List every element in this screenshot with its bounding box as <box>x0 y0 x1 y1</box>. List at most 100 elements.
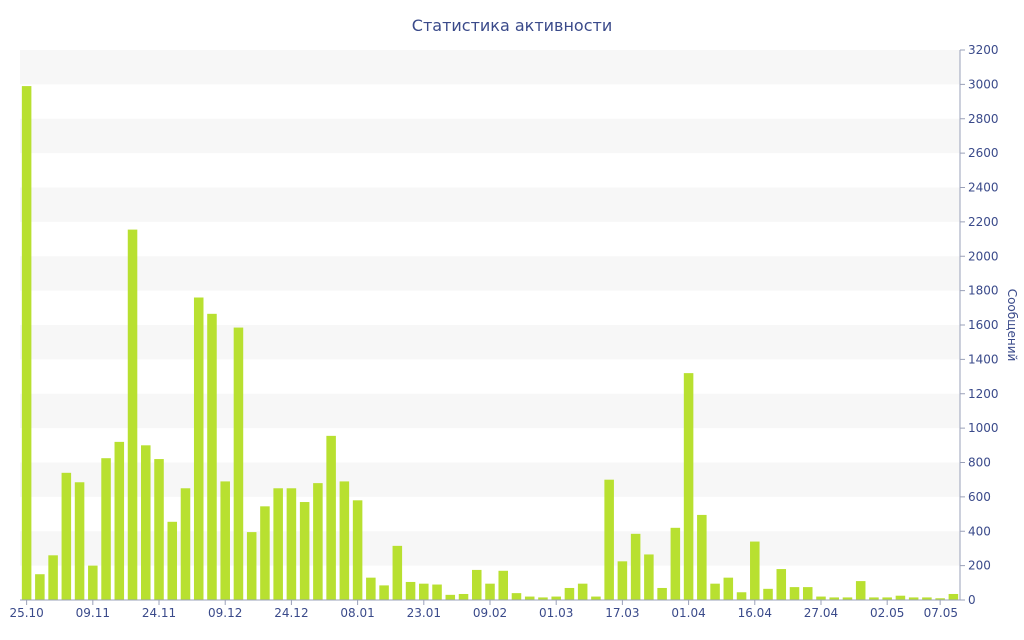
bar[interactable] <box>299 502 310 600</box>
bar[interactable] <box>260 506 270 600</box>
grid-band <box>20 256 960 291</box>
grid-band <box>20 393 960 429</box>
bar[interactable] <box>789 587 800 600</box>
bar[interactable] <box>591 596 601 600</box>
chart-title: Статистика активности <box>412 16 612 35</box>
bar[interactable] <box>630 533 641 600</box>
bar[interactable] <box>935 598 945 600</box>
bar[interactable] <box>88 565 98 600</box>
x-axis-ticks: 25.10 09.11 24.11 09.12 24.12 08.01 23.01 09.02… <box>9 600 958 620</box>
y-tick-label: 3000 <box>968 77 999 91</box>
bar[interactable] <box>816 596 826 600</box>
bar[interactable] <box>485 583 495 600</box>
bar[interactable] <box>869 597 879 600</box>
bar[interactable] <box>326 435 336 600</box>
bar[interactable] <box>445 594 456 600</box>
bars-group <box>21 86 959 601</box>
bar[interactable] <box>339 481 350 600</box>
x-tick-label: 02.05 <box>870 606 904 620</box>
x-tick-label: 01.04 <box>671 606 705 620</box>
bar[interactable] <box>141 445 151 600</box>
bar[interactable] <box>458 593 469 600</box>
x-tick-label: 25.10 <box>9 606 43 620</box>
y-tick-label: 2800 <box>968 112 999 126</box>
x-tick-label: 16.04 <box>738 606 772 620</box>
bar[interactable] <box>577 583 588 600</box>
bar[interactable] <box>922 597 932 600</box>
bar[interactable] <box>604 479 614 600</box>
y-tick-label: 1400 <box>968 352 999 366</box>
bar[interactable] <box>723 577 734 600</box>
x-tick-label: 23.01 <box>407 606 441 620</box>
bar[interactable] <box>61 472 72 600</box>
bar[interactable] <box>366 577 376 600</box>
bar[interactable] <box>207 313 217 600</box>
bar[interactable] <box>48 555 58 600</box>
bar[interactable] <box>154 459 164 600</box>
bar[interactable] <box>432 584 442 600</box>
bar[interactable] <box>193 297 204 601</box>
bar[interactable] <box>313 483 323 600</box>
bar[interactable] <box>471 569 482 600</box>
bar[interactable] <box>419 583 429 600</box>
bar[interactable] <box>21 86 32 600</box>
bar[interactable] <box>776 569 787 600</box>
y-axis-ticks: 0 200 400 600 800 1000 1200 1400 1600 1800 2000 220… <box>960 43 999 607</box>
bar[interactable] <box>657 587 667 600</box>
y-tick-label: 2600 <box>968 146 999 160</box>
bar[interactable] <box>379 585 389 600</box>
bar[interactable] <box>683 373 694 600</box>
bar[interactable] <box>750 541 760 600</box>
x-tick-label: 01.03 <box>539 606 573 620</box>
bar[interactable] <box>736 592 747 600</box>
bar[interactable] <box>855 581 866 600</box>
bar[interactable] <box>763 588 773 600</box>
bar[interactable] <box>180 488 191 600</box>
bar[interactable] <box>882 597 892 600</box>
y-tick-label: 600 <box>968 490 991 504</box>
y-tick-label: 200 <box>968 559 991 573</box>
bar[interactable] <box>895 595 906 600</box>
bar[interactable] <box>842 597 853 600</box>
grid-band <box>20 118 960 154</box>
bar[interactable] <box>697 514 707 600</box>
bar[interactable] <box>101 458 111 600</box>
x-tick-label: 08.01 <box>340 606 374 620</box>
bar[interactable] <box>802 587 813 600</box>
bar[interactable] <box>74 482 85 600</box>
bar[interactable] <box>538 597 548 600</box>
bar[interactable] <box>114 441 125 600</box>
bar[interactable] <box>405 581 416 600</box>
y-axis-label: Сообщений <box>1005 289 1019 362</box>
bar[interactable] <box>352 500 363 600</box>
bar[interactable] <box>511 593 522 600</box>
bar[interactable] <box>564 587 575 600</box>
bar[interactable] <box>710 583 720 600</box>
bar[interactable] <box>273 488 283 600</box>
bar[interactable] <box>127 229 138 600</box>
bar[interactable] <box>246 532 257 600</box>
bar[interactable] <box>392 545 403 600</box>
y-tick-label: 1000 <box>968 421 999 435</box>
grid-band <box>20 187 960 222</box>
y-tick-label: 800 <box>968 456 991 470</box>
bar[interactable] <box>167 521 178 600</box>
grid-band <box>20 50 960 85</box>
bar[interactable] <box>948 593 959 600</box>
bar[interactable] <box>551 596 561 600</box>
bar[interactable] <box>524 596 535 600</box>
bar[interactable] <box>286 488 297 600</box>
bar[interactable] <box>35 574 45 600</box>
bar[interactable] <box>644 554 654 600</box>
y-tick-label: 2000 <box>968 249 999 263</box>
bar[interactable] <box>670 527 681 600</box>
bar[interactable] <box>617 561 628 600</box>
bar[interactable] <box>498 570 509 600</box>
bar[interactable] <box>908 597 919 600</box>
bar[interactable] <box>829 597 839 600</box>
bar[interactable] <box>233 327 244 600</box>
grid-bands <box>20 50 960 566</box>
bar[interactable] <box>220 481 230 600</box>
y-tick-label: 0 <box>968 593 976 607</box>
